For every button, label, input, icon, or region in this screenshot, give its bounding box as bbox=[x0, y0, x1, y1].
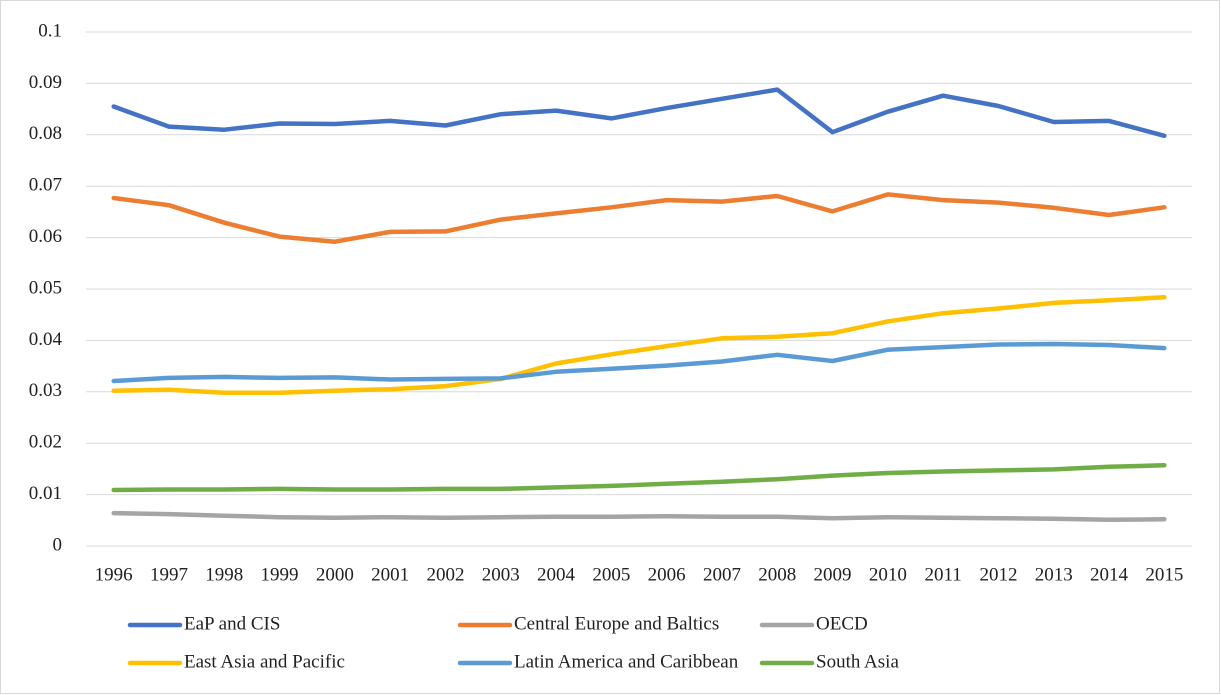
x-tick-label: 2000 bbox=[316, 564, 354, 585]
y-tick-label: 0.08 bbox=[29, 123, 62, 144]
x-tick-label: 2012 bbox=[979, 564, 1017, 585]
series-line bbox=[111, 510, 1167, 523]
legend-label: East Asia and Pacific bbox=[184, 651, 345, 672]
x-tick-label: 1998 bbox=[205, 564, 243, 585]
x-tick-label: 2010 bbox=[869, 564, 907, 585]
y-tick-label: 0.07 bbox=[29, 175, 62, 196]
x-tick-label: 2005 bbox=[592, 564, 630, 585]
x-tick-label: 2003 bbox=[482, 564, 520, 585]
legend-label: OECD bbox=[816, 613, 868, 634]
y-tick-label: 0.05 bbox=[29, 277, 62, 298]
x-tick-label: 1997 bbox=[150, 564, 188, 585]
x-tick-label: 2002 bbox=[426, 564, 464, 585]
y-tick-label: 0.1 bbox=[38, 20, 62, 41]
legend-label: Latin America and Caribbean bbox=[514, 651, 739, 672]
y-tick-label: 0.03 bbox=[29, 380, 62, 401]
x-tick-label: 2006 bbox=[648, 564, 686, 585]
x-tick-label: 2008 bbox=[758, 564, 796, 585]
x-tick-label: 2007 bbox=[703, 564, 741, 585]
legend-label: Central Europe and Baltics bbox=[514, 613, 719, 634]
series-line bbox=[111, 87, 1167, 139]
legend-label: EaP and CIS bbox=[184, 613, 280, 634]
y-tick-label: 0.09 bbox=[29, 72, 62, 93]
series-line bbox=[111, 294, 1167, 396]
y-tick-label: 0.02 bbox=[29, 432, 62, 453]
legend-label: South Asia bbox=[816, 651, 899, 672]
y-tick-label: 0.01 bbox=[29, 483, 62, 504]
x-tick-label: 2009 bbox=[814, 564, 852, 585]
y-tick-label: 0 bbox=[53, 534, 63, 555]
x-tick-label: 1999 bbox=[261, 564, 299, 585]
series-line bbox=[111, 192, 1167, 244]
series-line bbox=[111, 463, 1167, 493]
x-tick-label: 2013 bbox=[1035, 564, 1073, 585]
series-line bbox=[111, 341, 1167, 384]
x-tick-label: 1996 bbox=[95, 564, 133, 585]
x-tick-label: 2015 bbox=[1145, 564, 1183, 585]
x-tick-label: 2014 bbox=[1090, 564, 1129, 585]
y-tick-label: 0.06 bbox=[29, 226, 62, 247]
x-tick-label: 2001 bbox=[371, 564, 409, 585]
x-tick-label: 2011 bbox=[925, 564, 962, 585]
y-tick-label: 0.04 bbox=[29, 329, 63, 350]
x-tick-label: 2004 bbox=[537, 564, 576, 585]
